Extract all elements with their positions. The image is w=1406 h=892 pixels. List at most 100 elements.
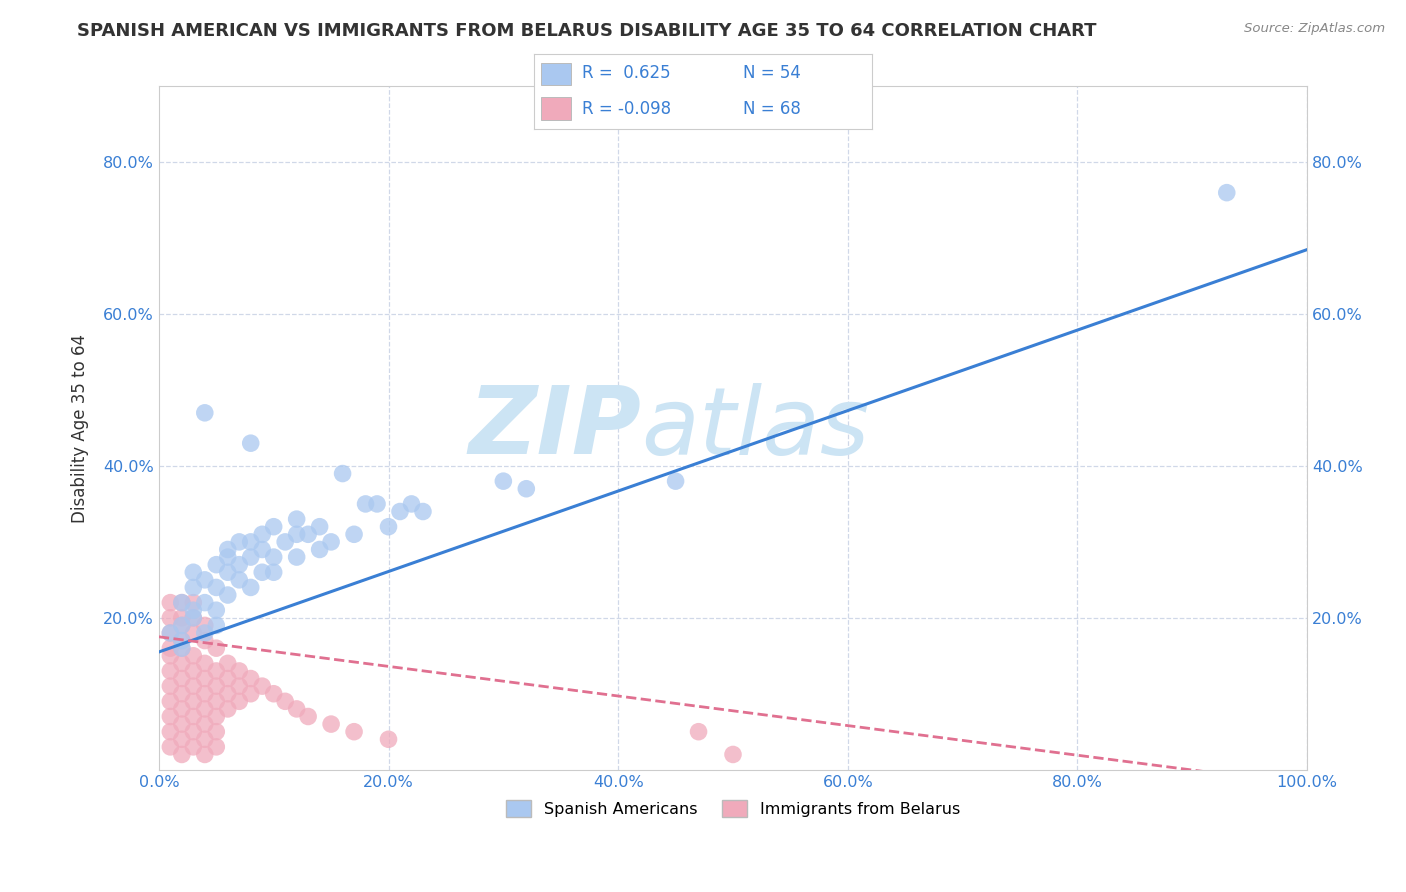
Point xyxy=(181,611,204,625)
Point xyxy=(263,566,285,580)
Point xyxy=(239,672,262,686)
Point xyxy=(492,474,515,488)
Point xyxy=(181,648,204,663)
Point xyxy=(170,641,193,656)
Point xyxy=(181,724,204,739)
Point xyxy=(308,542,330,557)
Point xyxy=(159,694,181,708)
Point xyxy=(250,542,273,557)
Point xyxy=(228,573,250,587)
Point xyxy=(181,611,204,625)
Point xyxy=(170,747,193,762)
Point xyxy=(170,633,193,648)
Point xyxy=(228,664,250,678)
Point xyxy=(170,596,193,610)
Point xyxy=(297,709,319,723)
Point xyxy=(412,504,434,518)
Point xyxy=(170,702,193,716)
Text: atlas: atlas xyxy=(641,383,869,474)
Point xyxy=(319,534,342,549)
Point xyxy=(297,527,319,541)
Y-axis label: Disability Age 35 to 64: Disability Age 35 to 64 xyxy=(72,334,89,523)
Point xyxy=(205,558,228,572)
Point xyxy=(159,664,181,678)
Point xyxy=(239,687,262,701)
Point xyxy=(181,626,204,640)
Point xyxy=(665,474,688,488)
Point xyxy=(217,542,239,557)
FancyBboxPatch shape xyxy=(541,62,571,86)
Point xyxy=(515,482,537,496)
Point xyxy=(401,497,423,511)
Point xyxy=(170,672,193,686)
Point xyxy=(250,527,273,541)
Point xyxy=(194,732,217,747)
Point xyxy=(205,679,228,693)
Point xyxy=(721,747,744,762)
Point xyxy=(194,573,217,587)
Point xyxy=(332,467,354,481)
Point xyxy=(354,497,377,511)
Point xyxy=(181,581,204,595)
Point xyxy=(217,672,239,686)
Point xyxy=(343,724,366,739)
Point xyxy=(194,633,217,648)
Point xyxy=(159,626,181,640)
Point xyxy=(159,739,181,754)
Point xyxy=(170,717,193,731)
Point xyxy=(688,724,710,739)
Point xyxy=(170,611,193,625)
Text: Source: ZipAtlas.com: Source: ZipAtlas.com xyxy=(1244,22,1385,36)
Point xyxy=(228,694,250,708)
Point xyxy=(194,672,217,686)
Text: R =  0.625: R = 0.625 xyxy=(582,64,671,82)
Point xyxy=(170,633,193,648)
Point xyxy=(194,687,217,701)
Point xyxy=(388,504,411,518)
Point xyxy=(181,709,204,723)
Point xyxy=(194,596,217,610)
Point xyxy=(377,519,399,533)
Point xyxy=(170,618,193,632)
Text: N = 68: N = 68 xyxy=(744,100,801,118)
Point xyxy=(170,618,193,632)
Point xyxy=(170,641,193,656)
Text: SPANISH AMERICAN VS IMMIGRANTS FROM BELARUS DISABILITY AGE 35 TO 64 CORRELATION : SPANISH AMERICAN VS IMMIGRANTS FROM BELA… xyxy=(77,22,1097,40)
Point xyxy=(159,596,181,610)
Point xyxy=(285,512,308,526)
Point xyxy=(217,550,239,565)
Point xyxy=(285,702,308,716)
Point xyxy=(263,687,285,701)
Point xyxy=(159,648,181,663)
Legend: Spanish Americans, Immigrants from Belarus: Spanish Americans, Immigrants from Belar… xyxy=(499,794,966,823)
Point xyxy=(228,558,250,572)
Point xyxy=(228,534,250,549)
Point xyxy=(181,603,204,617)
Point xyxy=(170,687,193,701)
Point xyxy=(319,717,342,731)
Point xyxy=(170,657,193,671)
Point xyxy=(205,709,228,723)
Point xyxy=(159,641,181,656)
Point xyxy=(159,709,181,723)
Point xyxy=(1216,186,1239,200)
Point xyxy=(194,626,217,640)
Point xyxy=(181,566,204,580)
Point xyxy=(263,519,285,533)
Point xyxy=(205,581,228,595)
Point xyxy=(239,581,262,595)
Point xyxy=(181,694,204,708)
Point xyxy=(159,724,181,739)
Point xyxy=(205,664,228,678)
Text: ZIP: ZIP xyxy=(468,382,641,474)
Point xyxy=(159,679,181,693)
Point xyxy=(250,566,273,580)
Point xyxy=(170,732,193,747)
Point xyxy=(239,534,262,549)
Point xyxy=(308,519,330,533)
Point xyxy=(205,603,228,617)
Point xyxy=(217,566,239,580)
Point xyxy=(377,732,399,747)
Point xyxy=(159,611,181,625)
Point xyxy=(205,694,228,708)
